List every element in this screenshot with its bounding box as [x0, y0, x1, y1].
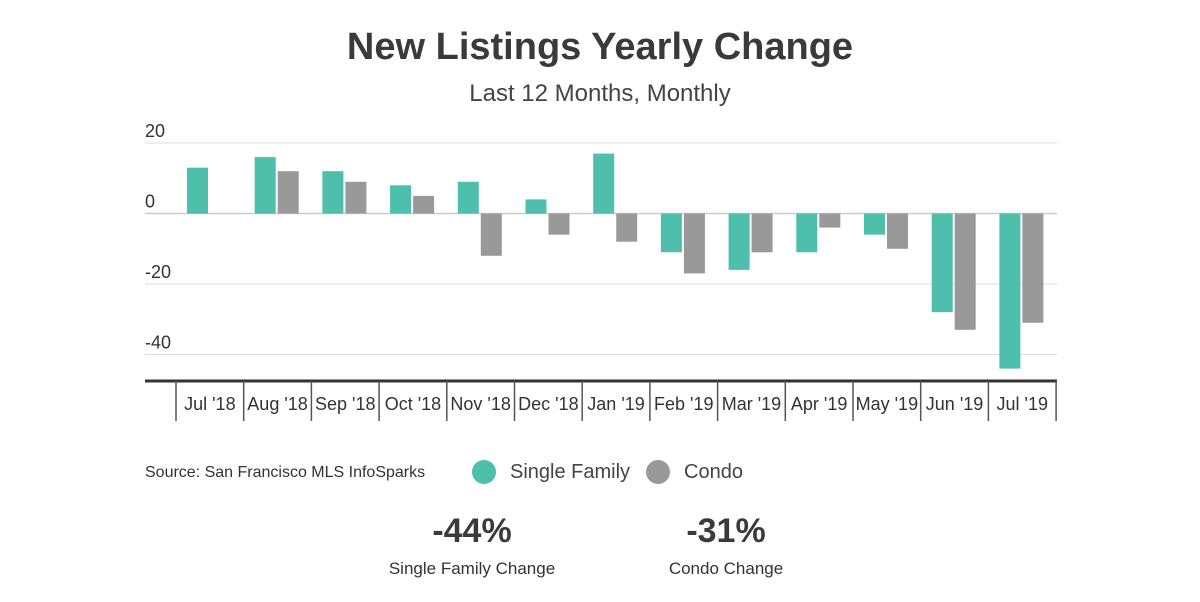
y-tick-label: 0	[145, 192, 155, 212]
legend-swatch-single-family	[472, 460, 496, 484]
bar-single-family	[187, 167, 208, 214]
legend-label-condo: Condo	[684, 460, 743, 483]
x-tick-label: Apr '19	[791, 394, 847, 414]
bar-single-family	[390, 185, 412, 214]
x-tick-label: Aug '18	[247, 394, 308, 414]
bar-condo	[1022, 213, 1044, 323]
x-tick-label: Jul '18	[184, 394, 235, 414]
bar-condo	[277, 171, 299, 214]
stat-condo-label: Condo Change	[668, 559, 784, 578]
stat-single-family-value: -44%	[432, 512, 512, 550]
stat-condo-value: -31%	[686, 512, 766, 550]
bar-single-family	[660, 213, 682, 253]
y-tick-label: -20	[145, 262, 171, 282]
stat-single-family-label: Single Family Change	[388, 559, 556, 578]
stat-single-family: -44% Single Family Change	[342, 512, 602, 579]
legend-label-single-family: Single Family	[510, 460, 631, 483]
y-tick-label: -40	[145, 333, 171, 353]
bar-single-family	[999, 213, 1021, 369]
bar-condo	[683, 213, 705, 274]
source-note: Source: San Francisco MLS InfoSparks	[145, 464, 426, 481]
stat-condo: -31% Condo Change	[596, 512, 856, 579]
legend-item-single-family: Single Family	[472, 460, 630, 484]
bar-single-family	[525, 199, 547, 214]
legend-swatch-condo	[646, 460, 671, 484]
legend-item-condo: Condo	[646, 460, 743, 484]
x-tick-label: Nov '18	[450, 394, 510, 414]
bar-single-family	[728, 213, 750, 270]
chart-legend: Single Family Condo	[472, 460, 759, 484]
x-tick-label: Mar '19	[722, 394, 781, 414]
bar-condo	[345, 181, 367, 214]
bar-condo	[616, 213, 638, 242]
bar-condo	[887, 213, 908, 249]
bar-single-family	[322, 171, 344, 214]
bar-single-family	[457, 181, 479, 214]
bar-condo	[413, 195, 435, 214]
chart-title: New Listings Yearly Change	[346, 26, 854, 68]
bar-condo	[480, 213, 502, 256]
x-tick-label: Jan '19	[587, 394, 644, 414]
bar-chart: 20 0 -20 -40 Jul '18 Aug '18 Sep '18 Oct '18 Nov…	[145, 121, 1057, 421]
bar-single-family	[254, 157, 276, 214]
bar-condo	[548, 213, 570, 235]
bar-condo	[819, 213, 841, 228]
x-tick-label: Sep '18	[315, 394, 376, 414]
x-tick-label: Dec '18	[518, 394, 578, 414]
bar-single-family	[931, 213, 953, 313]
y-tick-label: 20	[145, 121, 165, 141]
x-tick-label: Oct '18	[385, 394, 441, 414]
bar-single-family	[864, 213, 885, 235]
bar-single-family	[593, 153, 615, 214]
x-tick-label: May '19	[856, 394, 918, 414]
bar-condo	[954, 213, 976, 330]
x-tick-label: Jul '19	[997, 394, 1048, 414]
x-tick-label: Jun '19	[926, 394, 983, 414]
chart-subtitle: Last 12 Months, Monthly	[469, 80, 731, 107]
bar-single-family	[796, 213, 818, 253]
x-tick-label: Feb '19	[654, 394, 713, 414]
bar-condo	[751, 213, 773, 253]
